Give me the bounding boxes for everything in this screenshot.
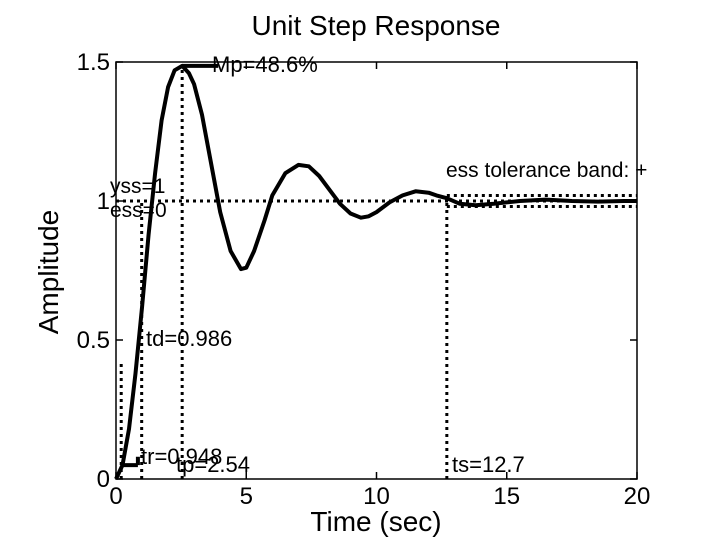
annotation-yss: yss=1 xyxy=(110,175,165,198)
series-line-step-response xyxy=(114,63,637,480)
x-tick-label: 10 xyxy=(363,483,390,510)
y-tick-label: 0 xyxy=(97,466,110,493)
y-axis-label: Amplitude xyxy=(33,210,64,335)
y-tick-label: 0.5 xyxy=(77,327,110,354)
x-tick-label: 15 xyxy=(493,483,520,510)
annotation-mp: Mp=48.6% xyxy=(212,52,318,77)
y-axis-tick-labels: 0 0.5 1 1.5 xyxy=(77,49,110,493)
annotation-tp: tp=2.54 xyxy=(176,452,250,477)
annotation-tolerance-band: ess tolerance band: + xyxy=(446,159,647,182)
x-tick-label: 20 xyxy=(624,483,651,510)
x-axis-tick-labels: 0 5 10 15 20 xyxy=(109,483,650,510)
annotation-td: td=0.986 xyxy=(146,326,232,351)
y-tick-label: 1 xyxy=(97,188,110,215)
axis-tick-marks xyxy=(115,61,638,480)
x-tick-label: 0 xyxy=(109,483,122,510)
chart-title: Unit Step Response xyxy=(251,10,500,41)
x-axis-label: Time (sec) xyxy=(310,506,441,537)
y-tick-label: 1.5 xyxy=(77,49,110,76)
annotation-ts: ts=12.7 xyxy=(452,452,525,477)
x-tick-label: 5 xyxy=(240,483,253,510)
annotation-tr: tr=0.948 xyxy=(141,444,222,469)
annotation-ess: ess=0 xyxy=(110,199,167,222)
